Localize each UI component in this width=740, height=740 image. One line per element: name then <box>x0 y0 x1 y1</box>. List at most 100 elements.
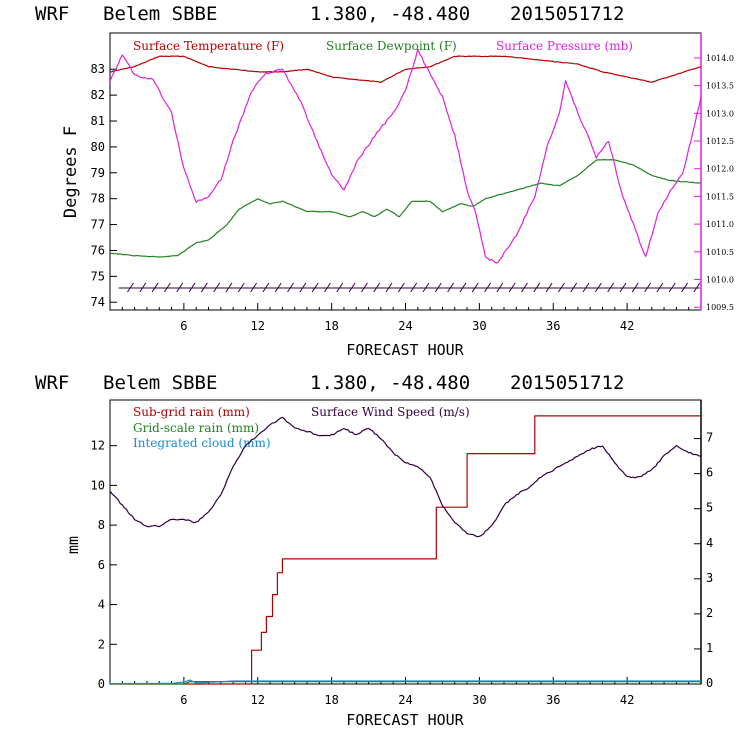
top-series-group <box>109 48 702 264</box>
wind-barb <box>681 282 688 293</box>
wind-barb <box>176 282 184 293</box>
wind-barb <box>163 282 171 293</box>
y2-tick-label: 1 <box>706 641 713 655</box>
series-line <box>109 159 702 258</box>
wind-barb <box>607 282 615 293</box>
wind-barbs <box>118 282 701 293</box>
y2-tick-label: 2 <box>706 606 713 620</box>
wind-barb <box>496 282 504 293</box>
legend-entry: Grid-scale rain (mm) <box>133 421 259 435</box>
y2-tick-label: 1011.0 <box>706 220 734 229</box>
bottom-y-axis: 0 2 4 6 8 10 12 <box>91 439 117 691</box>
x-tick-label: 42 <box>620 319 634 333</box>
x-tick-label: 18 <box>324 319 338 333</box>
wind-barb <box>693 282 701 293</box>
y2-tick-label: 1010.5 <box>706 248 734 257</box>
wind-barb <box>225 282 233 293</box>
x-tick-label: 24 <box>398 693 412 707</box>
y2-tick-label: 3 <box>706 571 713 585</box>
x-tick-label: 30 <box>472 693 486 707</box>
x-tick-label: 30 <box>472 319 486 333</box>
y-tick-label: 79 <box>91 166 105 180</box>
wind-barb <box>656 282 664 293</box>
y-tick-label: 12 <box>91 439 105 453</box>
wind-barb <box>410 282 418 293</box>
wind-barb <box>521 282 528 293</box>
top-x-axis-label: FORECAST HOUR <box>346 341 464 359</box>
top-header-station: Belem SBBE <box>103 3 217 25</box>
y2-tick-label: 1011.5 <box>706 192 734 201</box>
top-y-axis-label: Degrees F <box>61 126 81 218</box>
wind-barb <box>336 282 344 293</box>
y2-tick-label: 1013.5 <box>706 82 734 91</box>
y2-tick-label: 7 <box>706 431 713 445</box>
top-y2-axis: 1009.5 1010.0 1010.5 1011.0 1011.5 1012.0 1012… <box>694 33 734 312</box>
wind-barb <box>619 282 627 293</box>
bottom-header: WRF Belem SBBE 1.380, -48.480 2015051712 <box>35 372 624 394</box>
bottom-header-station: Belem SBBE <box>103 372 217 394</box>
top-legend: Surface Temperature (F) Surface Dewpoint … <box>133 39 633 53</box>
wind-barb <box>299 282 307 293</box>
wind-barb <box>484 282 491 293</box>
x-tick-label: 18 <box>324 693 338 707</box>
wind-barb <box>631 282 639 293</box>
y-tick-label: 82 <box>91 88 105 102</box>
legend-entry: Surface Wind Speed (m/s) <box>311 405 470 419</box>
y-tick-label: 78 <box>91 192 105 206</box>
bottom-header-coords: 1.380, -48.480 <box>310 372 470 394</box>
y-tick-label: 2 <box>98 637 105 651</box>
wind-barb <box>127 282 134 293</box>
top-plot-frame <box>109 32 702 311</box>
y-tick-label: 8 <box>98 518 105 532</box>
x-tick-label: 24 <box>398 319 412 333</box>
x-tick-label: 42 <box>620 693 634 707</box>
y-tick-label: 10 <box>91 478 105 492</box>
wind-barb <box>311 282 319 293</box>
y2-tick-label: 1012.0 <box>706 165 734 174</box>
wind-barb <box>434 282 442 293</box>
y2-tick-label: 6 <box>706 466 713 480</box>
top-x-axis: 6 12 18 24 30 36 42 <box>121 303 690 333</box>
legend-entry: Surface Dewpoint (F) <box>326 39 457 53</box>
y2-tick-label: 1010.0 <box>706 276 734 285</box>
wind-barb <box>397 282 405 293</box>
wind-barb <box>471 282 479 293</box>
bottom-header-model: WRF <box>35 372 69 394</box>
series-line <box>109 416 702 538</box>
y-tick-label: 77 <box>91 218 105 232</box>
y2-tick-label: 1012.5 <box>706 137 734 146</box>
bottom-x-axis-label: FORECAST HOUR <box>346 711 464 729</box>
top-y-axis: 74 75 76 77 78 79 80 81 82 83 <box>91 62 117 309</box>
x-tick-label: 36 <box>546 319 560 333</box>
y-tick-label: 83 <box>91 62 105 76</box>
bottom-header-run: 2015051712 <box>510 372 624 394</box>
top-header-run: 2015051712 <box>510 3 624 25</box>
bottom-series-group <box>109 415 702 685</box>
y2-tick-label: 5 <box>706 501 713 515</box>
top-header-model: WRF <box>35 3 69 25</box>
legend-entry: Sub-grid rain (mm) <box>133 405 250 419</box>
x-tick-label: 6 <box>180 693 187 707</box>
wind-barb <box>274 282 282 293</box>
legend-entry: Integrated cloud (mm) <box>133 436 271 450</box>
y2-tick-label: 1013.0 <box>706 109 734 118</box>
wind-barb <box>237 282 245 293</box>
wind-barb <box>385 282 393 293</box>
wind-barb <box>582 282 590 293</box>
y-tick-label: 75 <box>91 269 105 283</box>
x-tick-label: 6 <box>180 319 187 333</box>
x-tick-label: 12 <box>251 319 265 333</box>
wind-barb <box>644 282 652 293</box>
wind-barb <box>545 282 553 293</box>
y2-tick-label: 4 <box>706 536 713 550</box>
wind-barb <box>594 282 602 293</box>
wind-barb <box>151 282 159 293</box>
series-line <box>110 415 701 685</box>
y-tick-label: 6 <box>98 558 105 572</box>
wind-barb <box>348 282 356 293</box>
wind-barb <box>213 282 221 293</box>
bottom-y2-axis: 0 1 2 3 4 5 6 7 <box>694 400 713 690</box>
wind-barb <box>533 282 541 293</box>
series-line <box>109 55 702 84</box>
